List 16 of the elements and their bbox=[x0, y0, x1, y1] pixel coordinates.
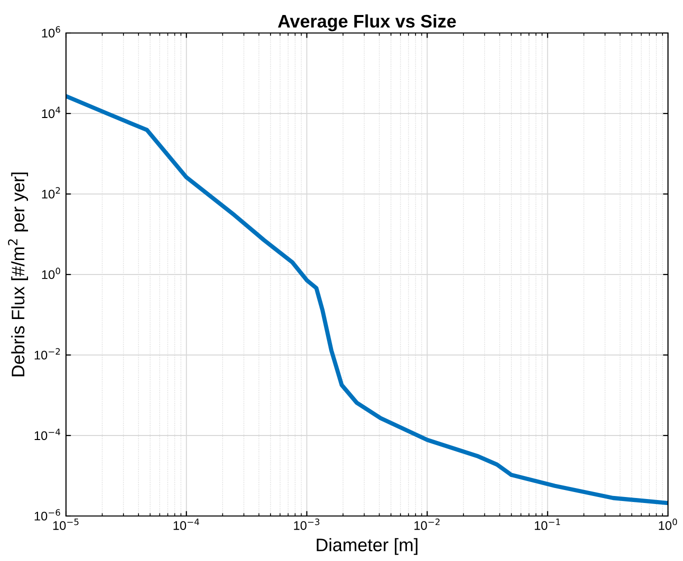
x-tick-label: 10$^{−1}$ bbox=[534, 518, 560, 530]
x-axis-title: Diameter [m] bbox=[316, 538, 418, 555]
y-tick-label: 10$^{−4}$ bbox=[34, 428, 60, 440]
y-tick-label: 10$^{2}$ bbox=[42, 187, 60, 199]
y-tick-label: 10$^{0}$ bbox=[42, 268, 60, 280]
y-axis-title: Debris Flux [#/m$^{2}$ per yer] bbox=[8, 172, 28, 376]
y-tick-label: 10$^{6}$ bbox=[42, 26, 60, 38]
y-tick-label: 10$^{−6}$ bbox=[34, 509, 60, 521]
x-tick-label: 10$^{0}$ bbox=[658, 518, 678, 530]
x-tick-label: 10$^{−3}$ bbox=[294, 518, 320, 530]
x-tick-label: 10$^{−5}$ bbox=[53, 518, 78, 530]
y-tick-label: 10$^{4}$ bbox=[42, 106, 60, 118]
chart-title: Average Flux vs Size bbox=[278, 14, 456, 32]
y-tick-label: 10$^{−2}$ bbox=[34, 348, 60, 360]
x-tick-label: 10$^{−4}$ bbox=[174, 518, 200, 530]
x-tick-label: 10$^{−2}$ bbox=[414, 518, 440, 530]
